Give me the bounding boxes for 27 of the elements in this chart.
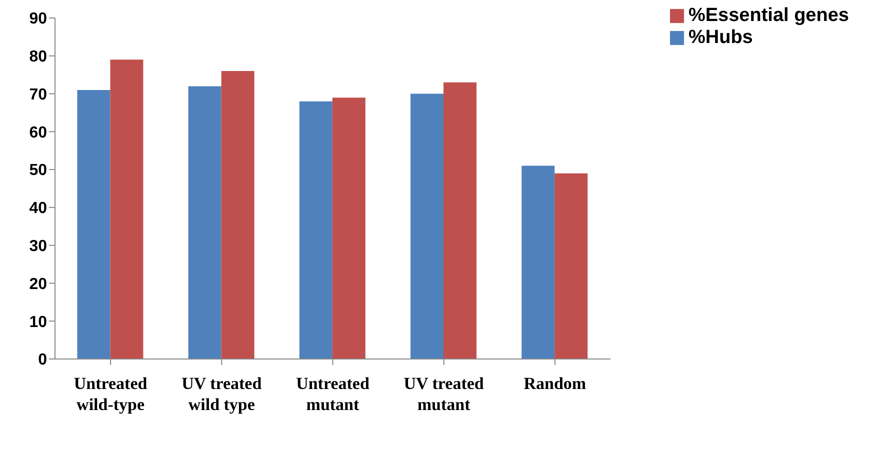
y-tick-label: 70 bbox=[29, 86, 48, 104]
y-tick-label: 50 bbox=[29, 162, 48, 180]
legend-label: %Hubs bbox=[688, 27, 753, 48]
y-tick-label: 30 bbox=[29, 238, 48, 256]
bar bbox=[554, 173, 588, 359]
bar bbox=[188, 86, 222, 359]
bar bbox=[221, 71, 254, 359]
y-tick-label: 60 bbox=[29, 124, 48, 142]
bar bbox=[444, 82, 476, 359]
bar bbox=[110, 60, 144, 359]
y-tick-label: 0 bbox=[38, 352, 48, 369]
y-tick-label: 20 bbox=[29, 276, 48, 293]
x-tick-label: UV treated mutant bbox=[404, 374, 484, 414]
bar bbox=[410, 94, 444, 359]
y-tick-label: 80 bbox=[29, 48, 48, 66]
legend-label: %Essential genes bbox=[688, 5, 849, 26]
bar bbox=[332, 98, 366, 359]
bar bbox=[299, 101, 332, 359]
x-tick-label: Untreated mutant bbox=[296, 374, 370, 414]
x-tick-label: UV treated wild type bbox=[182, 374, 262, 414]
y-tick-label: 10 bbox=[29, 314, 48, 331]
bar bbox=[77, 90, 110, 359]
y-tick-label: 90 bbox=[29, 10, 48, 28]
bar bbox=[522, 166, 555, 359]
x-tick-label: Random bbox=[524, 374, 586, 393]
y-tick-label: 40 bbox=[29, 200, 48, 218]
x-tick-label: Untreated wild-type bbox=[74, 374, 148, 414]
